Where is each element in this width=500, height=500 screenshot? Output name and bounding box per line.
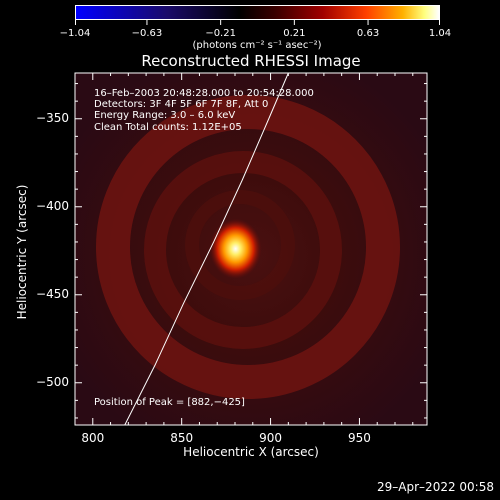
colorbar-tick-label: −1.04 (59, 28, 91, 39)
x-tick-label: 850 (170, 431, 194, 445)
middle-ring (144, 151, 342, 349)
colorbar-tick-label: 0.63 (356, 28, 380, 39)
timestamp: 29–Apr–2022 00:58 (377, 480, 494, 494)
x-tick-label: 800 (81, 431, 105, 445)
colorbar-tick-label: 0.21 (283, 28, 306, 39)
y-tick-label: −450 (36, 286, 69, 301)
outer-ring (96, 95, 400, 399)
x-tick-label: 950 (347, 431, 371, 445)
colorbar-ticks (75, 20, 440, 25)
colorbar-tick-label: −0.63 (131, 28, 163, 39)
info-line-2: Detectors: 3F 4F 5F 6F 7F 8F, Att 0 (94, 99, 269, 110)
y-tick-label: −350 (36, 110, 69, 125)
y-tick-label: −400 (36, 198, 69, 213)
inner-ring (185, 190, 295, 300)
y-axis-label: Heliocentric Y (arcsec) (15, 184, 29, 320)
x-tick-label: 900 (259, 431, 282, 445)
colorbar-unit-label: (photons cm⁻² s⁻¹ asec⁻²) (192, 40, 322, 51)
colorbar-tick-label: −0.21 (205, 28, 236, 39)
info-line-4: Clean Total counts: 1.12E+05 (94, 122, 242, 133)
plot-frame (74, 72, 428, 426)
y-tick-label: −500 (36, 374, 69, 389)
plot-title: Reconstructed RHESSI Image (141, 52, 361, 70)
peak-position-label: Position of Peak = [882,−425] (94, 397, 245, 408)
axis-ticks (75, 73, 427, 425)
colorbar-tick-label: 1.04 (428, 28, 452, 39)
colorbar (75, 5, 440, 20)
info-line-3: Energy Range: 3.0 – 6.0 keV (94, 110, 236, 121)
solar-limb (124, 73, 289, 425)
info-line-1: 16–Feb–2003 20:48:28.000 to 20:54:28.000 (94, 88, 314, 99)
peak-source (209, 218, 262, 279)
x-axis-label: Heliocentric X (arcsec) (183, 445, 319, 459)
